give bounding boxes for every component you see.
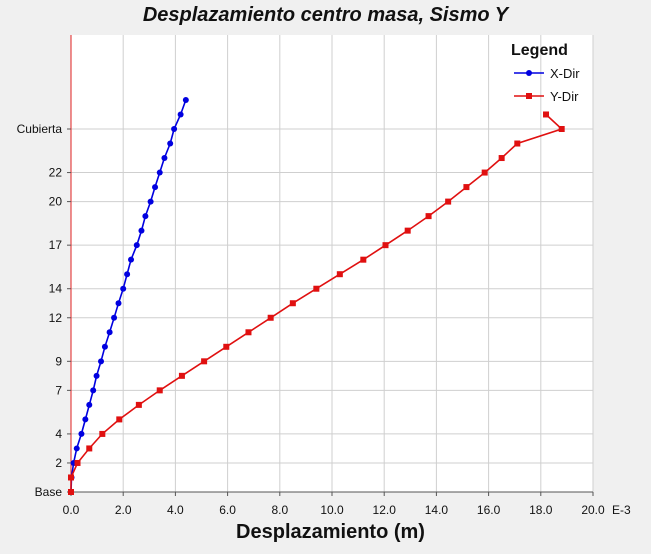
data-point — [543, 111, 550, 118]
data-point — [138, 227, 145, 234]
data-point — [101, 343, 108, 350]
data-point — [289, 300, 296, 307]
data-point — [82, 416, 89, 423]
x-tick-label: 0.0 — [63, 503, 80, 517]
x-tick-label: 10.0 — [320, 503, 344, 517]
x-axis-ticks: 0.0 2.0 4.0 6.0 8.0 10.0 12.0 14.0 16.0 18.0 20.0 — [63, 492, 605, 517]
y-axis-ticks: Base 2 4 7 9 12 14 17 20 22 Cubierta — [17, 122, 71, 499]
y-tick-label: 12 — [49, 311, 63, 325]
data-point — [98, 358, 105, 365]
legend-swatch-marker — [526, 93, 532, 99]
legend: Legend X-Dir Y-Dir — [511, 42, 580, 104]
data-point — [73, 445, 80, 452]
data-point — [178, 372, 185, 379]
data-point — [267, 314, 274, 321]
data-point — [201, 358, 208, 365]
x-multiplier-label: E-3 — [612, 503, 631, 517]
data-point — [128, 256, 135, 263]
data-point — [152, 184, 159, 191]
data-point — [182, 96, 189, 103]
data-point — [111, 314, 118, 321]
data-point — [124, 271, 131, 278]
data-point — [161, 155, 168, 162]
y-tick-label: 17 — [49, 238, 63, 252]
data-point — [167, 140, 174, 147]
chart-title: Desplazamiento centro masa, Sismo Y — [142, 4, 509, 26]
data-point — [116, 416, 123, 423]
data-point — [463, 184, 470, 191]
data-point — [133, 242, 140, 249]
legend-item-x-dir: X-Dir — [514, 66, 580, 81]
legend-label: X-Dir — [550, 66, 580, 81]
data-point — [90, 387, 97, 394]
data-point — [360, 256, 367, 263]
data-point — [313, 285, 320, 292]
x-tick-label: 18.0 — [529, 503, 553, 517]
legend-label: Y-Dir — [550, 89, 579, 104]
data-point — [78, 430, 85, 437]
x-tick-label: 14.0 — [425, 503, 449, 517]
legend-swatch-marker — [526, 70, 532, 76]
data-point — [558, 126, 565, 132]
x-tick-label: 16.0 — [477, 503, 501, 517]
data-point — [68, 474, 74, 481]
y-tick-label: 2 — [55, 456, 62, 470]
series-line — [70, 99, 187, 493]
y-tick-label: 22 — [49, 166, 63, 180]
series-y-dir — [68, 111, 565, 495]
data-point — [177, 111, 184, 118]
data-point — [120, 285, 127, 292]
y-tick-label: 14 — [49, 282, 63, 296]
data-point — [147, 198, 154, 205]
data-point — [445, 198, 452, 205]
data-point — [135, 401, 142, 408]
data-point — [93, 372, 100, 379]
data-point — [245, 329, 252, 336]
data-point — [382, 242, 389, 249]
legend-items: X-Dir Y-Dir — [514, 66, 580, 104]
data-point — [86, 401, 93, 408]
data-point — [115, 300, 122, 307]
series-layer — [68, 96, 565, 495]
data-point — [68, 489, 74, 495]
data-point — [404, 227, 411, 234]
x-tick-label: 20.0 — [581, 503, 605, 517]
data-point — [171, 126, 178, 132]
y-tick-label: 9 — [55, 354, 62, 368]
y-tick-label: 7 — [55, 383, 62, 397]
y-tick-label: 4 — [55, 427, 62, 441]
data-point — [156, 169, 163, 176]
x-axis-label: Desplazamiento (m) — [236, 521, 425, 543]
x-tick-label: 6.0 — [219, 503, 236, 517]
data-point — [106, 329, 113, 336]
data-point — [142, 213, 149, 220]
legend-item-y-dir: Y-Dir — [514, 89, 579, 104]
data-point — [86, 445, 93, 452]
data-point — [425, 213, 432, 220]
data-point — [514, 140, 521, 147]
x-tick-label: 2.0 — [115, 503, 132, 517]
data-point — [336, 271, 343, 278]
y-tick-label: Base — [35, 485, 63, 499]
x-tick-label: 4.0 — [167, 503, 184, 517]
data-point — [156, 387, 163, 394]
x-tick-label: 8.0 — [271, 503, 288, 517]
data-point — [99, 430, 106, 437]
data-point — [498, 155, 505, 162]
legend-title: Legend — [511, 42, 568, 59]
y-tick-label: Cubierta — [17, 122, 63, 136]
data-point — [481, 169, 488, 176]
x-tick-label: 12.0 — [373, 503, 397, 517]
y-tick-label: 20 — [49, 195, 63, 209]
data-point — [223, 343, 230, 350]
data-point — [74, 459, 81, 466]
